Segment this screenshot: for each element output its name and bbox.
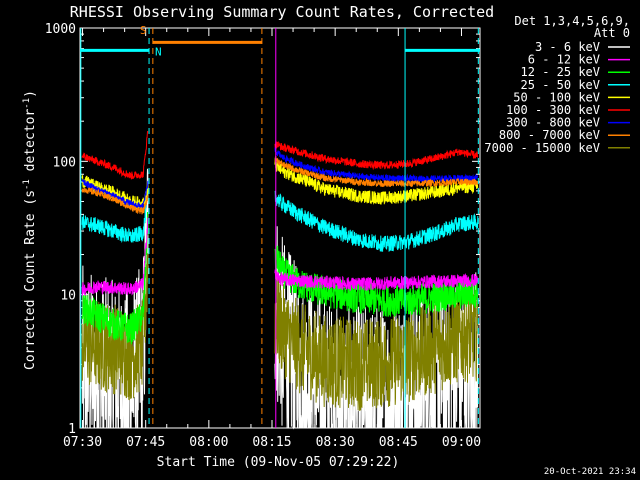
series-25-50-kev-after (274, 190, 479, 252)
series-7000-15000-kev-after (274, 276, 479, 411)
series-800-7000-kev-after (274, 155, 479, 189)
legend-label-3-6-kev: 3 - 6 keV (535, 40, 600, 54)
x-tick-label: 08:30 (316, 435, 355, 450)
series-50-100-kev-before (81, 175, 149, 211)
series-6-12-kev-before (81, 217, 149, 297)
legend-label-12-25-kev: 12 - 25 keV (521, 65, 600, 79)
x-tick-label: 08:45 (379, 435, 418, 450)
x-tick-label: 08:15 (252, 435, 291, 450)
night-marker-label: N (155, 46, 162, 59)
series-50-100-kev-after (274, 157, 479, 205)
series-300-800-kev-after (274, 147, 479, 184)
series-300-800-kev-before (81, 178, 149, 210)
legend-label-800-7000-kev: 800 - 7000 keV (499, 128, 600, 142)
legend-label-100-300-kev: 100 - 300 keV (506, 103, 600, 117)
chart-title: RHESSI Observing Summary Count Rates, Co… (70, 3, 494, 21)
y-tick-label: 1 (68, 422, 76, 437)
y-tick-label: 1000 (45, 22, 76, 37)
legend-header-line-2: Att 0 (594, 26, 630, 40)
y-axis-label: Corrected Count Rate (s-1 detector-1) (22, 90, 38, 370)
x-tick-label: 09:00 (442, 435, 481, 450)
legend-label-7000-15000-kev: 7000 - 15000 keV (484, 141, 600, 155)
y-axis-label-mid: detector (23, 109, 38, 180)
legend-header-line-1: Det 1,3,4,5,6,9, (514, 14, 630, 28)
y-axis-label-main: Corrected Count Rate (s (23, 190, 38, 370)
footer-date: 20-Oct-2021 23:34 (544, 467, 636, 477)
x-tick-label: 07:30 (63, 435, 102, 450)
legend-label-25-50-kev: 25 - 50 keV (521, 78, 600, 92)
series-6-12-kev-after (274, 269, 479, 292)
x-tick-label: 07:45 (126, 435, 165, 450)
plot-area: 1 10 100 1000 07:30 07:45 08:00 08:15 08:30 08:45… (45, 22, 481, 450)
series-100-300-kev-after (274, 140, 479, 171)
series-12-25-kev-before (81, 211, 149, 345)
legend-label-6-12-kev: 6 - 12 keV (528, 53, 600, 67)
y-tick-label: 100 (53, 155, 76, 170)
y-axis-label-sup1: -1 (22, 179, 32, 190)
saa-marker-label: S (140, 24, 147, 37)
legend-label-50-100-kev: 50 - 100 keV (513, 90, 600, 104)
series-25-50-kev-before (81, 184, 149, 244)
legend-label-300-800-kev: 300 - 800 keV (506, 116, 600, 130)
y-axis-label-end: ) (23, 90, 38, 98)
series-100-300-kev-before (81, 130, 149, 180)
x-axis-label: Start Time (09-Nov-05 07:29:22) (157, 455, 400, 470)
plot-frame (79, 27, 481, 429)
y-tick-label: 10 (60, 289, 76, 304)
series-800-7000-kev-before (81, 186, 149, 215)
y-axis-label-sup2: -1 (22, 98, 32, 109)
x-tick-label: 08:00 (189, 435, 228, 450)
